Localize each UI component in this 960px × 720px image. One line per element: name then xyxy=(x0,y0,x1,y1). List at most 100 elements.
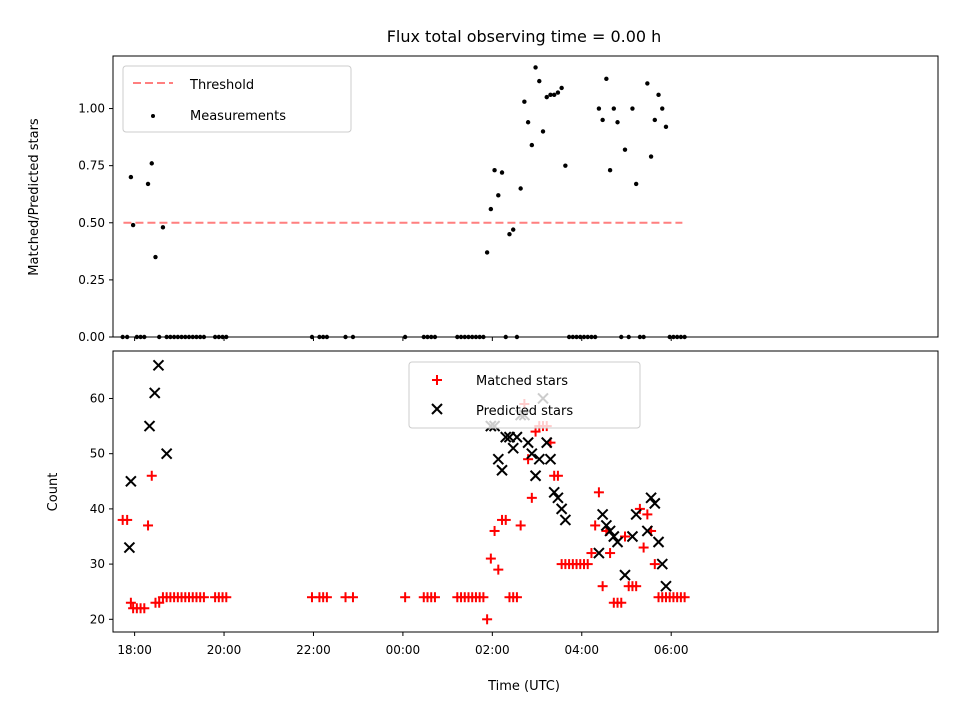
matched-star-point xyxy=(489,525,500,536)
measurement-point xyxy=(674,334,680,340)
measurements-legend-label: Measurements xyxy=(190,109,286,124)
measurement-point xyxy=(124,334,130,340)
bottom-legend: Matched stars Predicted stars xyxy=(408,361,641,429)
measurement-point xyxy=(537,78,542,84)
measurement-point xyxy=(190,334,195,340)
measurement-point xyxy=(667,334,672,340)
measurement-point xyxy=(175,334,181,340)
predicted-star-point xyxy=(541,436,553,449)
measurement-point xyxy=(514,334,520,340)
top-y-axis-label: Matched/Predicted stars xyxy=(27,118,42,276)
matched-star-point xyxy=(321,592,332,603)
measurement-point xyxy=(179,334,184,340)
measurement-point xyxy=(157,334,162,340)
measurement-point xyxy=(656,92,661,98)
top-y-tick-label: 0.50 xyxy=(78,216,105,230)
matched-star-point xyxy=(122,514,133,525)
measurement-point xyxy=(429,334,434,340)
predicted-star-point xyxy=(507,442,519,454)
matched-star-point xyxy=(400,592,411,603)
predicted-star-point xyxy=(559,514,572,526)
predicted-star-point xyxy=(496,464,508,476)
top-legend: Threshold Measurements xyxy=(122,65,352,133)
predicted-star-point xyxy=(125,475,137,487)
measurement-point xyxy=(671,334,676,340)
measurement-point xyxy=(224,334,229,340)
measurement-point xyxy=(120,334,125,340)
measurement-point xyxy=(492,168,497,173)
matched-star-point xyxy=(552,470,563,481)
predicted-star-point xyxy=(152,359,165,372)
predicted-star-point xyxy=(630,508,642,521)
measurement-point xyxy=(130,222,136,228)
predicted-star-point xyxy=(511,431,523,443)
measurement-point xyxy=(128,174,134,180)
bottom-legend-box xyxy=(408,361,641,429)
measurement-point xyxy=(641,334,646,340)
measurement-point xyxy=(462,334,467,340)
measurement-point xyxy=(511,227,516,232)
measurement-point xyxy=(615,120,620,125)
measurement-point xyxy=(522,99,527,104)
predicted-star-point xyxy=(608,530,620,543)
matched-star-point xyxy=(429,592,440,603)
bottom-panel: 18:00 20:00 22:00 00:00 02:00 04:00 06:00 20 30 4… xyxy=(46,350,939,694)
matched-star-point xyxy=(146,470,157,481)
measurement-point xyxy=(660,106,665,111)
threshold-legend-label: Threshold xyxy=(189,78,254,93)
measurement-point xyxy=(201,334,207,340)
measurement-point xyxy=(566,334,572,340)
matched-star-point xyxy=(679,592,690,603)
measurement-point xyxy=(563,163,568,168)
bottom-x-tick-label: 02:00 xyxy=(475,643,510,657)
bottom-y-tick-label: 30 xyxy=(90,557,105,571)
measurement-point xyxy=(578,334,583,340)
predicted-star-point xyxy=(149,387,161,399)
measurement-point xyxy=(548,92,553,98)
matched-star-point xyxy=(642,509,653,520)
measurement-point xyxy=(484,250,490,255)
measurement-point xyxy=(544,94,549,100)
matched-star-point xyxy=(221,592,232,603)
measurement-point xyxy=(145,181,151,187)
measurement-point xyxy=(488,206,494,212)
matched-star-point xyxy=(482,614,493,625)
matched-star-point xyxy=(586,548,597,559)
measurement-point xyxy=(496,193,501,198)
measurement-point xyxy=(425,334,430,340)
measurement-point xyxy=(320,334,326,340)
predicted-star-point xyxy=(652,536,665,548)
predicted-star-point xyxy=(533,453,545,465)
measurement-point xyxy=(160,225,166,230)
top-y-tick-label: 1.00 xyxy=(78,102,105,116)
predicted-legend-swatch xyxy=(431,403,443,415)
matched-star-point xyxy=(478,592,489,603)
measurement-point xyxy=(455,334,460,340)
matched-star-point xyxy=(526,492,537,503)
measurement-point xyxy=(592,334,598,340)
measurement-point xyxy=(186,334,192,340)
measurement-point xyxy=(630,106,635,111)
matched-star-point xyxy=(593,487,604,498)
measurement-point xyxy=(343,334,348,340)
predicted-star-point xyxy=(604,525,616,537)
top-y-tick-label: 0.75 xyxy=(78,159,105,173)
matched-star-point xyxy=(139,603,150,614)
measurement-point xyxy=(477,334,482,340)
measurement-point xyxy=(600,117,605,123)
measurement-point xyxy=(611,106,617,111)
measurement-point xyxy=(432,334,438,340)
measurement-point xyxy=(149,161,154,166)
measurement-point xyxy=(470,334,475,340)
measurement-point xyxy=(637,334,643,340)
matched-legend-label: Matched stars xyxy=(476,374,568,389)
bottom-series xyxy=(117,359,690,625)
matched-star-point xyxy=(515,520,526,531)
top-panel: 0.00 0.25 0.50 0.75 1.00 Matched/Predicted s… xyxy=(27,55,939,344)
measurement-point xyxy=(164,334,169,340)
predicted-star-point xyxy=(529,470,542,482)
bottom-y-tick-label: 60 xyxy=(90,391,105,405)
measurement-point xyxy=(481,334,486,340)
measurement-point xyxy=(540,129,546,134)
